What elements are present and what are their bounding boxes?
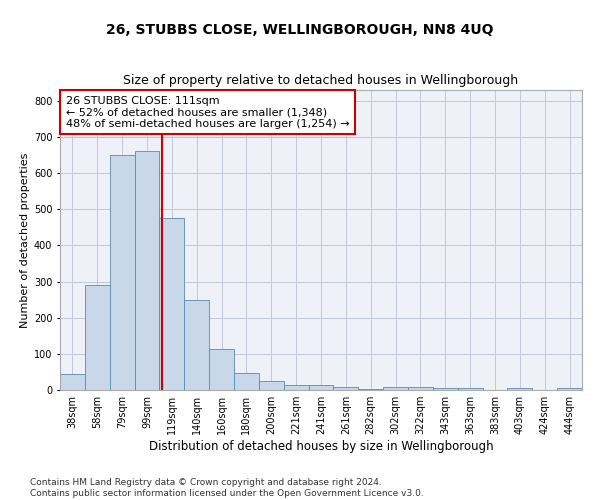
Text: 26, STUBBS CLOSE, WELLINGBOROUGH, NN8 4UQ: 26, STUBBS CLOSE, WELLINGBOROUGH, NN8 4U…	[106, 22, 494, 36]
Bar	[557, 388, 582, 390]
Bar	[433, 388, 458, 390]
Text: Contains HM Land Registry data © Crown copyright and database right 2024.
Contai: Contains HM Land Registry data © Crown c…	[30, 478, 424, 498]
Bar	[259, 381, 284, 390]
Bar	[458, 388, 482, 390]
Bar	[383, 387, 408, 390]
Bar	[284, 384, 308, 390]
Bar	[408, 387, 433, 390]
Y-axis label: Number of detached properties: Number of detached properties	[20, 152, 29, 328]
X-axis label: Distribution of detached houses by size in Wellingborough: Distribution of detached houses by size …	[149, 440, 493, 453]
Title: Size of property relative to detached houses in Wellingborough: Size of property relative to detached ho…	[124, 74, 518, 88]
Bar	[85, 285, 110, 390]
Bar	[234, 372, 259, 390]
Bar	[134, 152, 160, 390]
Bar	[508, 388, 532, 390]
Bar	[209, 349, 234, 390]
Bar	[60, 374, 85, 390]
Bar	[110, 155, 134, 390]
Bar	[308, 386, 334, 390]
Bar	[358, 389, 383, 390]
Bar	[184, 300, 209, 390]
Text: 26 STUBBS CLOSE: 111sqm
← 52% of detached houses are smaller (1,348)
48% of semi: 26 STUBBS CLOSE: 111sqm ← 52% of detache…	[65, 96, 349, 129]
Bar	[160, 218, 184, 390]
Bar	[334, 388, 358, 390]
